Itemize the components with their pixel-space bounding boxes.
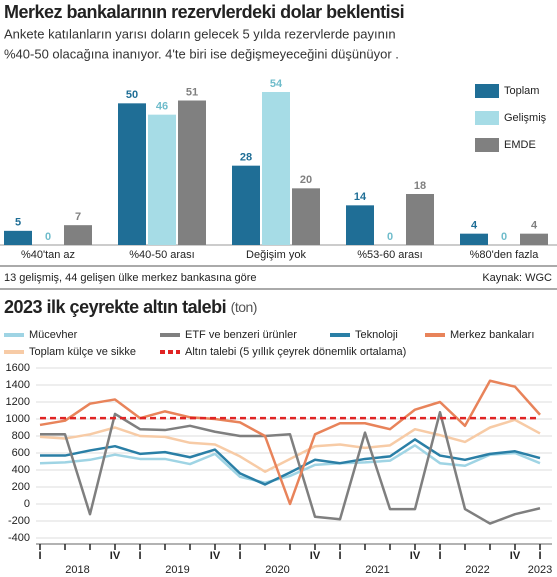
subtitle: Ankete katılanların yarısı doların gelec…: [4, 26, 396, 41]
value-label: 54: [270, 78, 283, 90]
y-tick-label: 600: [12, 447, 30, 459]
year-label: 2022: [465, 564, 489, 576]
value-label: 4: [471, 220, 478, 232]
bar: [64, 225, 92, 245]
bar: [148, 114, 176, 246]
legend-label: Teknoloji: [355, 329, 398, 341]
value-label: 50: [126, 89, 138, 101]
legend-swatch: [475, 111, 499, 125]
subtitle: %40-50 olacağına inanıyor. 4'te biri ise…: [4, 46, 399, 61]
legend-swatch: [475, 138, 499, 152]
title-unit: (ton): [231, 299, 257, 315]
x-tick-label: IV: [410, 550, 421, 562]
bar: [520, 233, 548, 245]
source: Kaynak: WGC: [482, 272, 552, 284]
title-text: 2023 ilk çeyrekte altın talebi: [4, 297, 226, 317]
bar: [346, 205, 374, 245]
value-label: 7: [75, 211, 81, 223]
bar: [292, 188, 320, 245]
y-tick-label: 1600: [6, 362, 30, 374]
year-label: 2023: [528, 564, 552, 576]
x-tick-label: I: [238, 550, 241, 562]
legend-label: Merkez bankaları: [450, 329, 534, 341]
y-tick-label: -400: [8, 532, 30, 544]
legend-label: ETF ve benzeri ürünler: [185, 329, 297, 341]
x-tick-label: I: [538, 550, 541, 562]
x-tick-label: Değişim yok: [246, 249, 306, 261]
chart-title: 2023 ilk çeyrekte altın talebi (ton): [4, 297, 257, 317]
x-tick-label: I: [38, 550, 41, 562]
y-tick-label: 400: [12, 464, 30, 476]
x-tick-label: IV: [510, 550, 521, 562]
value-label: 4: [531, 220, 538, 232]
x-tick-label: IV: [110, 550, 121, 562]
value-label: 0: [45, 231, 51, 243]
bar: [262, 92, 290, 245]
legend-label: Toplam külçe ve sikke: [29, 346, 136, 358]
value-label: 0: [501, 231, 507, 243]
legend-swatch: [475, 84, 499, 98]
bar: [4, 230, 32, 245]
bar: [460, 233, 488, 245]
x-tick-label: I: [338, 550, 341, 562]
year-label: 2018: [65, 564, 89, 576]
y-tick-label: 1400: [6, 379, 30, 391]
x-tick-label: I: [138, 550, 141, 562]
year-label: 2019: [165, 564, 189, 576]
x-tick-label: IV: [210, 550, 221, 562]
legend-label: Gelişmiş: [504, 112, 547, 124]
legend-label: Toplam: [504, 85, 539, 97]
bar: [178, 100, 206, 245]
y-tick-label: 800: [12, 430, 30, 442]
line-series: [40, 410, 541, 525]
legend-label: Altın talebi (5 yıllık çeyrek dönemlik o…: [185, 346, 406, 358]
x-tick-label: %40'tan az: [21, 249, 75, 261]
value-label: 46: [156, 101, 168, 113]
x-tick-label: I: [438, 550, 441, 562]
bar: [118, 103, 146, 245]
chart-title: Merkez bankalarının rezervlerdeki dolar …: [4, 2, 404, 22]
bar: [232, 165, 260, 245]
y-tick-label: 1000: [6, 413, 30, 425]
value-label: 28: [240, 152, 252, 164]
value-label: 0: [387, 231, 393, 243]
y-tick-label: 1200: [6, 396, 30, 408]
note: 13 gelişmiş, 44 gelişen ülke merkez bank…: [4, 272, 257, 284]
y-tick-label: 0: [24, 498, 30, 510]
line-series: [39, 418, 541, 473]
value-label: 5: [15, 217, 21, 229]
x-tick-label: IV: [310, 550, 321, 562]
value-label: 14: [354, 191, 367, 203]
y-tick-label: -200: [8, 515, 30, 527]
legend-label: Mücevher: [29, 329, 78, 341]
year-label: 2020: [265, 564, 289, 576]
bar: [406, 194, 434, 245]
year-label: 2021: [365, 564, 389, 576]
line-series: [39, 379, 541, 506]
line-series: [40, 438, 541, 486]
value-label: 20: [300, 174, 312, 186]
x-tick-label: %80'den fazla: [470, 249, 540, 261]
y-tick-label: 200: [12, 481, 30, 493]
x-tick-label: %40-50 arası: [129, 249, 194, 261]
legend-label: EMDE: [504, 139, 536, 151]
value-label: 18: [414, 180, 426, 192]
value-label: 51: [186, 86, 198, 98]
x-tick-label: %53-60 arası: [357, 249, 422, 261]
line-series: [39, 444, 541, 484]
